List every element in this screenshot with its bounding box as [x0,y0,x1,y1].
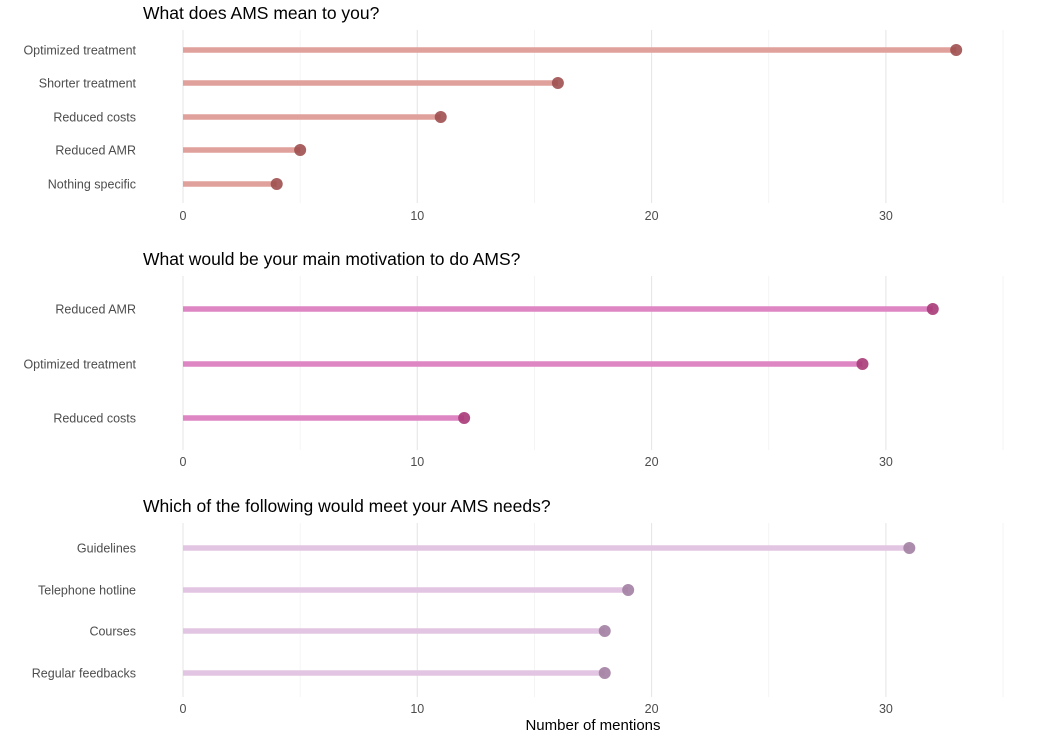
x-tick-label: 10 [410,455,424,469]
lollipop-point [434,111,447,123]
lollipop-point [598,667,611,679]
category-label: Nothing specific [48,178,136,192]
lollipop-point [903,542,916,554]
chart-panel-2: What would be your main motivation to do… [23,249,1004,469]
category-label: Courses [89,625,136,639]
x-tick-label: 0 [180,209,187,223]
category-label: Reduced costs [53,412,136,426]
chart-panel-3: Which of the following would meet your A… [32,496,1004,716]
x-tick-label: 20 [645,455,659,469]
x-tick-label: 20 [645,209,659,223]
lollipop-point [270,178,283,190]
category-label: Optimized treatment [23,44,136,58]
x-tick-label: 0 [180,455,187,469]
panel-title: Which of the following would meet your A… [143,496,551,516]
lollipop-point [458,412,471,424]
lollipop-point [856,358,869,370]
lollipop-point [926,303,939,315]
x-tick-label: 0 [180,702,187,716]
x-tick-label: 10 [410,702,424,716]
lollipop-point [294,144,307,156]
chart-panels: What does AMS mean to you? Optimized trea… [23,3,1004,716]
lollipop-point [622,584,635,596]
chart-panel-1: What does AMS mean to you? Optimized trea… [23,3,1004,223]
category-label: Optimized treatment [23,358,136,372]
x-tick-label: 30 [879,455,893,469]
category-label: Reduced AMR [55,144,136,158]
panel-title: What would be your main motivation to do… [143,249,521,269]
panel-title: What does AMS mean to you? [143,3,380,23]
category-label: Reduced costs [53,111,136,125]
lollipop-point [950,44,963,56]
lollipop-point [551,77,564,89]
x-tick-label: 30 [879,209,893,223]
category-label: Shorter treatment [39,77,137,91]
category-label: Reduced AMR [55,303,136,317]
x-tick-label: 30 [879,702,893,716]
category-label: Regular feedbacks [32,667,136,681]
lollipop-point [598,625,611,637]
x-tick-label: 10 [410,209,424,223]
category-label: Guidelines [77,542,136,556]
x-axis-label: Number of mentions [525,717,660,734]
category-label: Telephone hotline [38,584,136,598]
x-tick-label: 20 [645,702,659,716]
